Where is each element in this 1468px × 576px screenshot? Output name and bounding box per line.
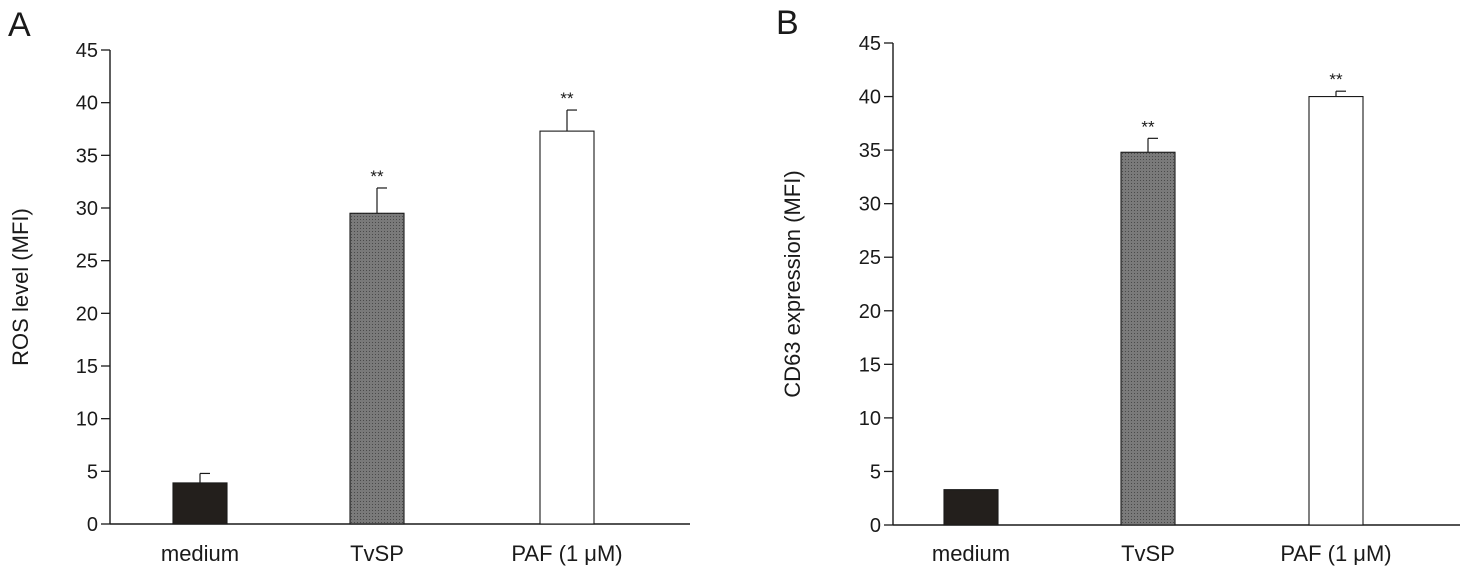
panel-b-y-tick-label: 5 bbox=[870, 461, 881, 483]
panel-b-y-tick-label: 0 bbox=[870, 515, 881, 537]
panel-a-bar bbox=[539, 130, 595, 525]
panel-a-y-tick-label: 10 bbox=[76, 409, 98, 431]
panel-a-bar bbox=[349, 212, 405, 525]
panel-a-y-tick-label: 5 bbox=[87, 461, 98, 483]
panel-b-category-label: medium bbox=[932, 541, 1010, 566]
panel-b-category-label: PAF (1 μM) bbox=[1280, 541, 1391, 566]
panel-b-bar bbox=[943, 489, 999, 526]
panel-a-y-tick-label: 35 bbox=[76, 145, 98, 167]
panel-a-category-label: TvSP bbox=[350, 541, 404, 566]
panel-b-chart: B 0 5 10 15 20 25 30 35 40 45 CD63 expression (MFI… bbox=[776, 4, 1460, 566]
panel-b-y-tick-label: 35 bbox=[859, 140, 881, 162]
panel-a-category-label: medium bbox=[161, 541, 239, 566]
panel-a-significance-marker: ** bbox=[560, 89, 574, 108]
panel-a-y-tick-label: 15 bbox=[76, 356, 98, 378]
panel-a-y-tick-label: 25 bbox=[76, 251, 98, 273]
panel-a-letter: A bbox=[8, 6, 31, 44]
panel-a-category-label: PAF (1 μM) bbox=[511, 541, 622, 566]
panel-a-chart: A 0 5 10 15 20 25 30 35 40 45 ROS level (MFI) mediu… bbox=[8, 6, 690, 566]
panel-a-y-axis-title: ROS level (MFI) bbox=[8, 208, 33, 366]
panel-b-bar bbox=[1120, 151, 1176, 526]
panel-a-y-tick-label: 30 bbox=[76, 198, 98, 220]
panel-a-y-tick-label: 40 bbox=[76, 93, 98, 115]
panel-b-significance-marker: ** bbox=[1141, 117, 1155, 136]
panel-b-y-tick-label: 20 bbox=[859, 301, 881, 323]
panel-b-category-label: TvSP bbox=[1121, 541, 1175, 566]
panel-b-y-tick-label: 45 bbox=[859, 33, 881, 55]
panel-b-y-tick-label: 10 bbox=[859, 408, 881, 430]
panel-b-y-tick-label: 30 bbox=[859, 194, 881, 216]
panel-a-y-tick-label: 20 bbox=[76, 303, 98, 325]
panel-b-significance-marker: ** bbox=[1329, 70, 1343, 89]
panel-b-y-axis-title: CD63 expression (MFI) bbox=[780, 170, 805, 397]
panel-b-letter: B bbox=[776, 4, 799, 42]
panel-b-bar bbox=[1308, 96, 1364, 526]
panel-b-y-tick-label: 40 bbox=[859, 87, 881, 109]
panel-a-y-tick-label: 45 bbox=[76, 40, 98, 62]
panel-b-y-tick-label: 25 bbox=[859, 247, 881, 269]
panel-a-y-tick-label: 0 bbox=[87, 514, 98, 536]
panel-a-bar bbox=[172, 482, 228, 525]
panel-a-significance-marker: ** bbox=[370, 167, 384, 186]
panel-b-y-tick-label: 15 bbox=[859, 354, 881, 376]
